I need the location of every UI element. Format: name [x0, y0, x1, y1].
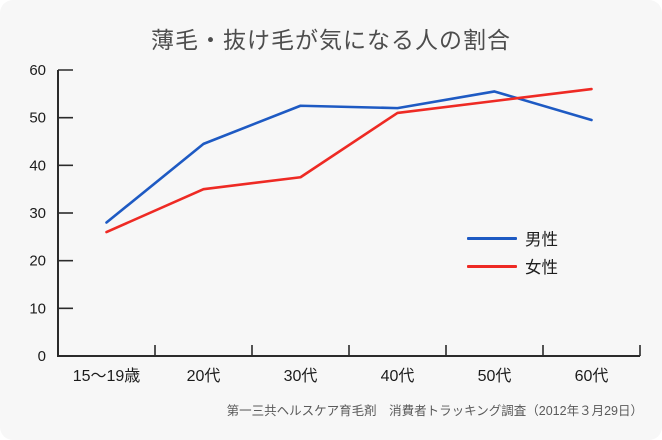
- y-tick-label: 0: [38, 348, 46, 365]
- source-note: 第一三共ヘルスケア育毛剤 消費者トラッキング調査（2012年３月29日）: [226, 404, 643, 418]
- x-tick-label: 15〜19歳: [73, 367, 141, 385]
- female-series-line-swatch: [467, 264, 517, 268]
- line-series-male: [105, 90, 593, 224]
- y-tick-label: 60: [29, 62, 46, 79]
- legend-label-male: 男性: [525, 231, 558, 249]
- y-tick-label: 40: [29, 157, 46, 174]
- chart-title: 薄毛・抜け毛が気になる人の割合: [151, 28, 511, 53]
- x-tick-label: 60代: [575, 367, 609, 385]
- line-series-female: [105, 87, 593, 234]
- legend: 男性 女性: [467, 226, 558, 278]
- legend-item-female: 女性: [467, 254, 558, 278]
- y-tick-label: 30: [29, 205, 46, 222]
- x-tick-label: 20代: [187, 367, 221, 385]
- legend-item-male: 男性: [467, 226, 558, 250]
- y-tick-label: 50: [29, 110, 46, 127]
- y-tick-label: 20: [29, 253, 46, 270]
- x-tick-label: 30代: [284, 367, 318, 385]
- x-tick-label: 50代: [478, 367, 512, 385]
- legend-label-female: 女性: [525, 259, 558, 277]
- y-tick-label: 10: [29, 300, 46, 317]
- x-tick-label: 40代: [381, 367, 415, 385]
- male-series-line-swatch: [467, 236, 517, 240]
